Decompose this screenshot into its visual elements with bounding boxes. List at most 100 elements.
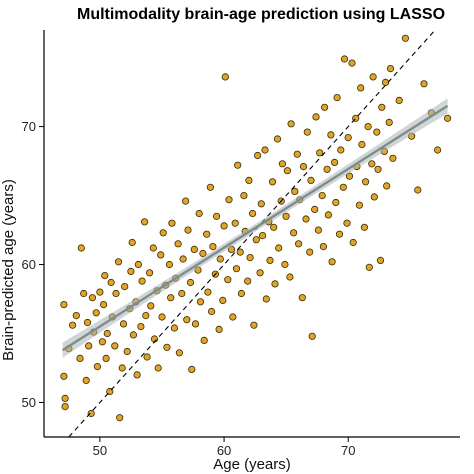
scatter-point bbox=[370, 193, 378, 201]
scatter-point bbox=[159, 229, 167, 237]
scatter-point bbox=[87, 409, 95, 418]
scatter-point bbox=[195, 209, 203, 218]
scatter-point bbox=[143, 353, 151, 361]
scatter-point bbox=[332, 198, 340, 207]
scatter-point bbox=[229, 313, 237, 321]
scatter-point bbox=[98, 338, 107, 346]
scatter-point bbox=[250, 321, 258, 329]
scatter-point bbox=[369, 73, 377, 81]
scatter-point bbox=[443, 114, 452, 122]
scatter-point bbox=[170, 324, 178, 332]
scatter-point bbox=[183, 316, 191, 324]
scatter-point bbox=[348, 59, 356, 67]
scatter-point bbox=[77, 244, 85, 252]
scatter-point bbox=[219, 296, 227, 304]
scatter-point bbox=[385, 118, 393, 127]
scatter-point bbox=[268, 178, 277, 186]
scatter-point bbox=[294, 240, 303, 248]
scatter-point bbox=[244, 277, 252, 285]
scatter-point bbox=[293, 150, 301, 158]
scatter-point bbox=[224, 276, 232, 284]
scatter-point bbox=[103, 329, 111, 338]
scatter-point bbox=[158, 313, 166, 321]
scatter-point bbox=[246, 254, 254, 262]
scatter-point bbox=[80, 289, 88, 298]
scatter-point bbox=[119, 320, 128, 328]
scatter-point bbox=[83, 318, 92, 327]
scatter-point bbox=[76, 354, 84, 362]
scatter-point bbox=[220, 222, 228, 230]
scatter-point bbox=[252, 236, 260, 244]
scatter-point bbox=[386, 65, 395, 73]
scatter-point bbox=[283, 167, 291, 175]
scatter-point bbox=[175, 349, 183, 357]
scatter-point bbox=[368, 160, 376, 168]
scatter-point bbox=[85, 342, 93, 350]
scatter-point bbox=[121, 282, 129, 291]
scatter-point bbox=[378, 103, 386, 111]
scatter-point bbox=[335, 230, 344, 238]
scatter-point bbox=[257, 200, 265, 208]
scatter-point bbox=[261, 146, 269, 154]
scatter-point bbox=[184, 226, 192, 234]
scatter-point bbox=[299, 163, 308, 171]
scatter-point bbox=[308, 332, 316, 340]
scatter-point bbox=[178, 289, 186, 298]
scatter-point bbox=[344, 134, 352, 142]
chart-title: Multimodality brain-age prediction using… bbox=[77, 6, 445, 23]
scatter-point bbox=[433, 146, 442, 154]
regression-fit-line bbox=[61, 104, 449, 352]
scatter-point bbox=[102, 354, 110, 362]
scatter-point bbox=[88, 294, 97, 302]
scatter-point bbox=[128, 238, 136, 247]
scatter-point bbox=[256, 269, 264, 277]
scatter-point bbox=[343, 219, 351, 227]
scatter-point bbox=[114, 258, 123, 266]
scatter-point bbox=[249, 209, 257, 218]
scatter-point bbox=[314, 226, 322, 234]
y-tick-label: 60 bbox=[22, 257, 36, 272]
scatter-point bbox=[208, 307, 216, 316]
scatter-point bbox=[96, 288, 104, 296]
y-axis-ticks: 50 60 70 bbox=[22, 119, 44, 410]
scatter-point bbox=[168, 219, 176, 227]
scatter-point bbox=[174, 240, 182, 248]
scatter-point bbox=[60, 300, 68, 309]
scatter-point bbox=[141, 218, 149, 226]
scatter-point bbox=[101, 271, 109, 280]
scatter-point bbox=[186, 278, 195, 287]
scatter-point bbox=[154, 364, 162, 372]
scatter-point bbox=[134, 260, 142, 269]
scatter-point bbox=[383, 182, 391, 190]
scatter-point bbox=[395, 96, 403, 105]
scatter-point bbox=[204, 288, 212, 296]
scatter-point bbox=[289, 229, 298, 237]
scatter-point bbox=[182, 197, 190, 205]
scatter-point bbox=[107, 278, 115, 287]
scatter-point bbox=[209, 243, 217, 251]
scatter-point bbox=[206, 183, 214, 191]
scatter-point bbox=[191, 320, 200, 328]
scatter-point bbox=[146, 269, 154, 277]
scatter-point bbox=[298, 294, 306, 302]
scatter-point bbox=[215, 325, 223, 333]
scatter-point bbox=[179, 255, 187, 263]
x-tick-label: 50 bbox=[93, 443, 107, 458]
scatter-point bbox=[232, 265, 241, 273]
scatter-point bbox=[389, 154, 397, 162]
scatter-point bbox=[361, 178, 370, 186]
scatter-point bbox=[281, 260, 289, 269]
scatter-point bbox=[116, 414, 124, 422]
scatter-point bbox=[307, 176, 315, 184]
scatter-point bbox=[319, 243, 327, 251]
scatter-point bbox=[374, 165, 382, 173]
scatter-point bbox=[270, 223, 278, 231]
scatter-point bbox=[61, 394, 69, 402]
scatter-point bbox=[163, 343, 171, 351]
scatter-point bbox=[167, 294, 175, 302]
scatter-point bbox=[316, 149, 324, 157]
scatter-point bbox=[262, 295, 270, 303]
plot-area bbox=[60, 30, 452, 437]
scatter-point bbox=[358, 140, 366, 149]
